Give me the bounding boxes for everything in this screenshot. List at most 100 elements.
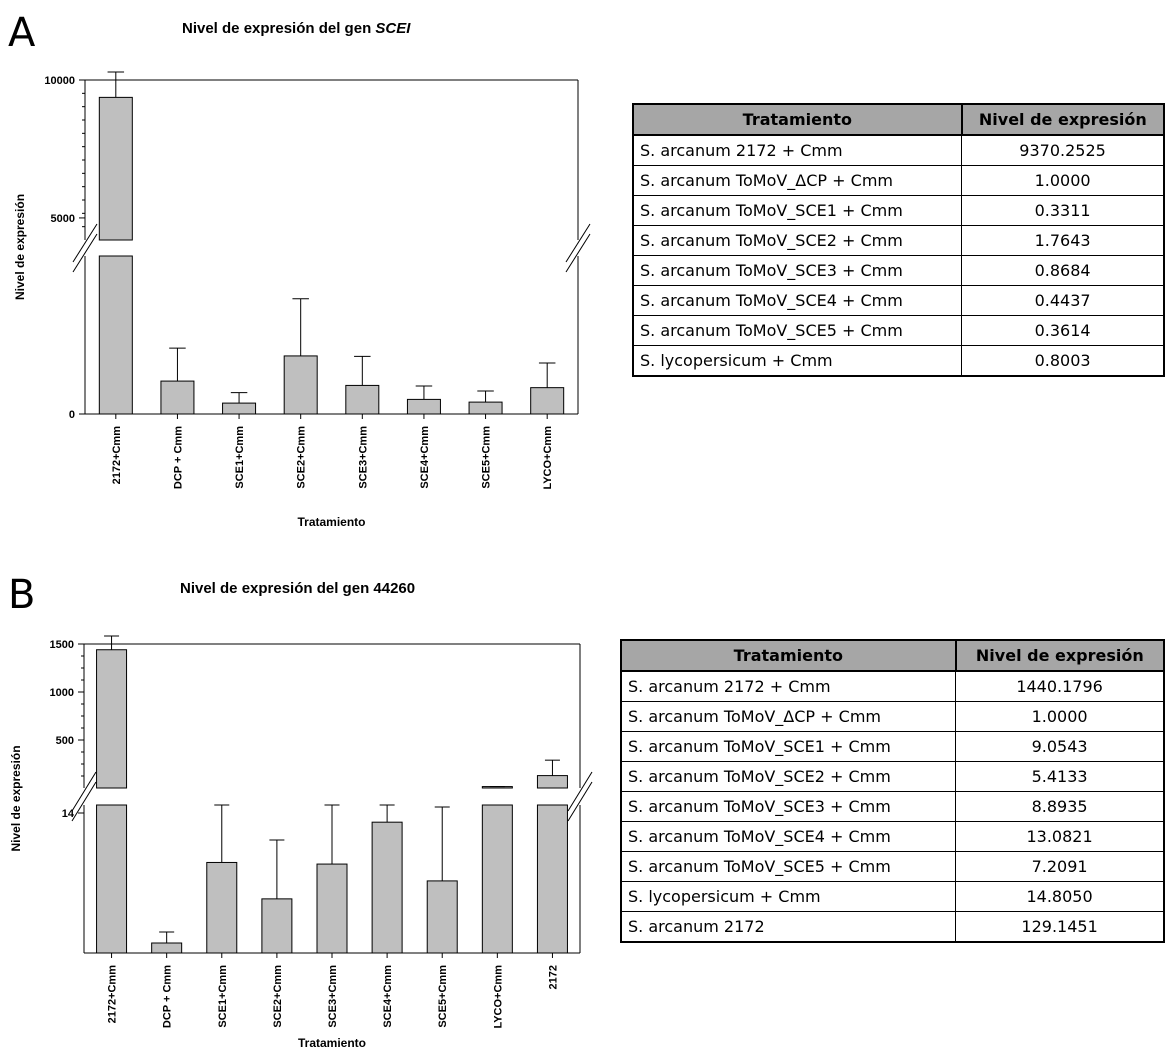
table-cell-treatment: S. arcanum ToMoV_SCE1 + Cmm: [632, 195, 963, 226]
table-cell-level: 1.0000: [961, 165, 1166, 196]
table-cell-level: 9370.2525: [961, 134, 1166, 166]
x-tick-label: DCP + Cmm: [162, 965, 174, 1028]
axis-break-mark-right: [565, 223, 591, 263]
table-row: S. arcanum ToMoV_SCE4 + Cmm 13.0821: [620, 821, 1166, 852]
bar: [530, 387, 565, 415]
table-cell-level: 7.2091: [955, 851, 1166, 882]
table-cell-level: 1440.1796: [955, 670, 1166, 702]
bar: [98, 96, 133, 241]
chart-title-b: Nivel de expresión del gen 44260: [180, 580, 415, 597]
bar: [98, 255, 133, 415]
bar: [536, 804, 568, 954]
table-a-header-treatment: Tratamiento: [632, 103, 963, 136]
table-cell-treatment: S. arcanum ToMoV_ΔCP + Cmm: [620, 701, 957, 732]
table-cell-treatment: S. arcanum ToMoV_SCE1 + Cmm: [620, 731, 957, 762]
chart-a: 5000 10000 0 2172+Cmm DCP + Cmm SCE1+Cmm SCE2+…: [13, 71, 591, 529]
bar: [206, 861, 238, 954]
y-axis-title: Nivel de expresión: [9, 745, 23, 851]
table-row: S. arcanum 2172 + Cmm 9370.2525: [632, 134, 1166, 166]
table-cell-treatment: S. lycopersicum + Cmm: [620, 881, 957, 912]
panel-letter-b: B: [8, 572, 36, 618]
table-row: S. arcanum ToMoV_ΔCP + Cmm 1.0000: [632, 165, 1166, 196]
bar: [468, 401, 503, 415]
table-row: S. arcanum ToMoV_SCE3 + Cmm 0.8684: [632, 255, 1166, 286]
x-tick-label: SCE2+Cmm: [296, 426, 308, 489]
table-cell-treatment: S. arcanum 2172 + Cmm: [620, 670, 957, 702]
table-cell-level: 0.3614: [961, 315, 1166, 346]
bar: [151, 942, 183, 954]
table-row: S. arcanum ToMoV_SCE5 + Cmm 0.3614: [632, 315, 1166, 346]
table-cell-level: 9.0543: [955, 731, 1166, 762]
y-tick-label: 500: [56, 735, 74, 747]
bar: [283, 355, 318, 415]
table-row: S. arcanum ToMoV_SCE2 + Cmm 5.4133: [620, 761, 1166, 792]
x-tick-label: 2172+Cmm: [111, 426, 123, 485]
axis-break-mark-left: [72, 233, 98, 273]
x-tick-label: 2172+Cmm: [107, 965, 119, 1024]
x-tick-label: SCE4+Cmm: [419, 426, 431, 489]
chart-b: 500 1000 1500 14 2172+Cmm DCP + Cmm SCE1+Cmm SC…: [9, 635, 593, 1050]
table-cell-level: 0.8003: [961, 345, 1166, 377]
bar: [261, 898, 293, 954]
table-a: Tratamiento Nivel de expresión S. arcanu…: [632, 103, 1166, 377]
axis-break-mark-right: [567, 781, 593, 822]
x-tick-label: SCE2+Cmm: [272, 965, 284, 1028]
table-cell-level: 14.8050: [955, 881, 1166, 912]
table-row: S. arcanum ToMoV_SCE3 + Cmm 8.8935: [620, 791, 1166, 822]
x-tick-label: LYCO+Cmm: [492, 965, 504, 1029]
table-row: S. arcanum ToMoV_SCE1 + Cmm 0.3311: [632, 195, 1166, 226]
table-a-header-level: Nivel de expresión: [960, 103, 1166, 136]
x-tick-label: SCE1+Cmm: [234, 426, 246, 489]
table-cell-treatment: S. arcanum ToMoV_SCE4 + Cmm: [620, 821, 957, 852]
table-row: S. arcanum ToMoV_SCE1 + Cmm 9.0543: [620, 731, 1166, 762]
bar: [160, 380, 195, 415]
y-tick-label: 10000: [44, 75, 75, 87]
table-cell-level: 129.1451: [955, 911, 1166, 943]
bar: [345, 384, 380, 415]
bar: [96, 804, 128, 954]
table-cell-treatment: S. arcanum ToMoV_SCE3 + Cmm: [632, 255, 963, 286]
bar: [371, 821, 403, 954]
bar: [96, 649, 128, 789]
table-cell-treatment: S. arcanum ToMoV_SCE5 + Cmm: [632, 315, 963, 346]
table-row: S. lycopersicum + Cmm 14.8050: [620, 881, 1166, 912]
y-tick-label: 14: [62, 808, 75, 820]
table-cell-level: 0.4437: [961, 285, 1166, 316]
table-cell-level: 13.0821: [955, 821, 1166, 852]
bar: [426, 880, 458, 954]
x-axis-title: Tratamiento: [297, 515, 365, 529]
table-cell-level: 1.0000: [955, 701, 1166, 732]
table-cell-treatment: S. arcanum ToMoV_SCE2 + Cmm: [632, 225, 963, 256]
x-tick-label: SCE4+Cmm: [382, 965, 394, 1028]
table-cell-level: 0.3311: [961, 195, 1166, 226]
table-cell-level: 1.7643: [961, 225, 1166, 256]
chart-title-a-gene: SCEI: [375, 20, 411, 37]
axis-break-mark-left: [71, 771, 97, 812]
table-cell-treatment: S. arcanum 2172: [620, 911, 957, 943]
table-row: S. arcanum 2172 + Cmm 1440.1796: [620, 670, 1166, 702]
table-cell-treatment: S. arcanum ToMoV_SCE2 + Cmm: [620, 761, 957, 792]
table-row: S. lycopersicum + Cmm 0.8003: [632, 345, 1166, 377]
x-tick-label: SCE3+Cmm: [357, 426, 369, 489]
table-cell-treatment: S. arcanum ToMoV_SCE5 + Cmm: [620, 851, 957, 882]
y-tick-label: 5000: [51, 213, 75, 225]
x-tick-label: SCE1+Cmm: [217, 965, 229, 1028]
chart-title-b-prefix: Nivel de expresión del gen 44260: [180, 580, 416, 597]
bar: [222, 402, 257, 415]
table-cell-level: 5.4133: [955, 761, 1166, 792]
table-cell-level: 0.8684: [961, 255, 1166, 286]
x-axis-title: Tratamiento: [298, 1036, 366, 1050]
table-row: S. arcanum ToMoV_SCE5 + Cmm 7.2091: [620, 851, 1166, 882]
table-b-header-level: Nivel de expresión: [954, 639, 1166, 672]
y-tick-label: 1500: [50, 639, 74, 651]
x-tick-label: SCE5+Cmm: [437, 965, 449, 1028]
x-tick-label: SCE3+Cmm: [327, 965, 339, 1028]
table-row: S. arcanum 2172 129.1451: [620, 911, 1166, 943]
table-cell-treatment: S. arcanum ToMoV_ΔCP + Cmm: [632, 165, 963, 196]
chart-title-a: Nivel de expresión del gen SCEI: [182, 20, 410, 37]
table-cell-treatment: S. lycopersicum + Cmm: [632, 345, 963, 377]
y-axis-title: Nivel de expresión: [13, 194, 27, 300]
bar: [316, 863, 348, 954]
table-row: S. arcanum ToMoV_SCE2 + Cmm 1.7643: [632, 225, 1166, 256]
table-b: Tratamiento Nivel de expresión S. arcanu…: [620, 639, 1166, 943]
